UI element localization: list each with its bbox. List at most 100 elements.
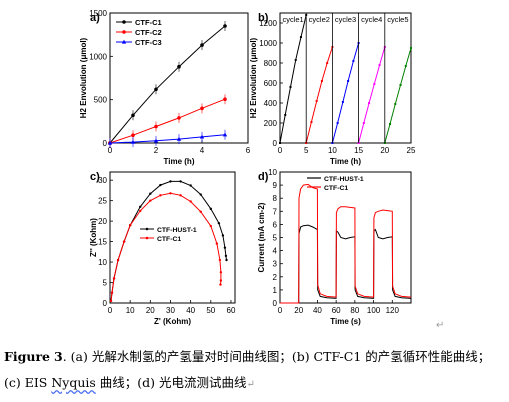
caption-line-1: Figure 3. (a) 光解水制氢的产氢量对时间曲线图；(b) CTF-C1… <box>4 349 504 365</box>
chart-panel-a: a) 0 2 4 6 0 500 1000 1500 Time (h) H2 Envolution … <box>79 9 251 166</box>
y-tick-label: 9 <box>273 181 278 190</box>
y-tick-label: 7 <box>273 207 278 216</box>
data-point <box>299 36 302 38</box>
data-point <box>219 271 223 274</box>
y-tick-label: 0 <box>273 299 278 308</box>
data-point <box>223 97 227 102</box>
data-point <box>177 116 181 120</box>
series-line-cycle1 <box>279 14 307 144</box>
data-point <box>159 183 162 187</box>
chart-panel-d: d) 0 20 40 60 80 100 120 0 1 2 3 4 5 6 7 8 9 10 Time (s) Cur… <box>257 168 412 326</box>
data-point <box>131 113 135 118</box>
y-tick-label: 0 <box>273 139 278 148</box>
legend-label: CTF-HUST-1 <box>157 227 197 234</box>
series-line-ctf-c2 <box>109 98 226 144</box>
x-axis-label: Time (h) <box>164 157 195 166</box>
panel-letter: c) <box>90 171 100 183</box>
data-point <box>153 138 159 143</box>
data-point <box>219 279 223 282</box>
y-axis-label: H2 Envolution (μmol) <box>249 37 258 118</box>
panel-letter: d) <box>258 171 269 183</box>
cycle-label: cycle1 <box>282 15 303 24</box>
data-point <box>154 87 158 92</box>
series-line-ctf-hust-1 <box>280 224 412 304</box>
data-point <box>130 139 136 144</box>
data-point <box>284 114 287 116</box>
data-point <box>128 224 132 227</box>
data-point <box>189 200 192 203</box>
series-line-ctf-c3 <box>109 134 226 144</box>
data-point <box>352 60 355 62</box>
data-point <box>110 291 114 294</box>
x-tick-label: 80 <box>350 306 359 315</box>
y-tick-label: 8 <box>273 194 278 203</box>
y-tick-label: 30 <box>98 176 107 185</box>
paragraph-mark: ↵ <box>436 320 445 331</box>
legend-label: CTF-C1 <box>157 236 181 243</box>
y-tick-label: 6 <box>273 220 278 229</box>
data-point <box>289 86 292 88</box>
series-line-ctf-c1 <box>280 183 412 304</box>
data-point <box>149 199 152 202</box>
caption-text-2: (c) EIS <box>4 375 52 390</box>
plot-frame <box>279 12 412 144</box>
legend-label: CTF-C3 <box>135 38 162 47</box>
panel-letter: b) <box>258 12 269 24</box>
data-point <box>347 80 350 82</box>
x-axis-label: Time (s) <box>330 317 361 326</box>
y-tick-label: 2 <box>273 273 278 282</box>
data-point <box>169 180 172 183</box>
data-point <box>373 83 376 85</box>
data-point <box>209 224 213 228</box>
caption-number: 3 <box>53 349 63 364</box>
data-point <box>154 124 158 129</box>
data-point <box>410 47 412 49</box>
y-tick-label: 0 <box>103 139 108 148</box>
data-point <box>139 209 142 213</box>
y-tick-label: 200 <box>264 119 278 128</box>
x-tick-label: 25 <box>407 146 416 155</box>
data-point <box>200 106 204 111</box>
legend-label: CTF-HUST-1 <box>324 176 364 183</box>
legend-marker <box>145 236 149 240</box>
x-tick-label: 0 <box>278 146 283 155</box>
y-tick-label: 5 <box>273 234 278 243</box>
caption-label: Figure <box>4 349 50 364</box>
data-point <box>341 101 344 103</box>
x-tick-label: 30 <box>166 306 175 315</box>
plot-frame <box>109 171 236 304</box>
x-tick-label: 0 <box>108 306 113 315</box>
data-point <box>217 221 221 225</box>
legend-label: CTF-C1 <box>135 18 162 27</box>
panel-letter: a) <box>90 12 100 24</box>
series-line-ctf-c1 <box>110 192 222 302</box>
data-point <box>219 283 222 286</box>
y-tick-label: 15 <box>98 238 107 247</box>
data-point <box>315 100 318 102</box>
series-line-cycle5 <box>384 47 412 144</box>
y-tick-label: 600 <box>264 79 278 88</box>
legend-marker <box>145 227 149 231</box>
x-tick-label: 15 <box>354 146 363 155</box>
y-tick-label: 20 <box>98 217 107 226</box>
x-tick-label: 20 <box>380 146 389 155</box>
data-point <box>310 121 313 123</box>
y-axis-label: Current (mA cm-2) <box>257 202 266 272</box>
caption-line-2: (c) EIS Nyquis 曲线；(d) 光电流测试曲线↵ <box>4 375 504 393</box>
data-point <box>326 62 329 64</box>
x-tick-label: 0 <box>278 306 283 315</box>
data-point <box>189 184 192 187</box>
data-point <box>394 103 397 105</box>
series-line-cycle3 <box>331 42 360 144</box>
data-point <box>107 140 113 145</box>
data-point <box>169 192 172 195</box>
caption-nyquist: Nyquis <box>51 375 96 390</box>
data-point <box>177 64 181 69</box>
x-tick-label: 60 <box>227 306 236 315</box>
data-point <box>112 277 116 280</box>
data-point <box>199 193 202 196</box>
x-tick-label: 5 <box>304 146 309 155</box>
y-tick-label: 3 <box>273 260 278 269</box>
caption-text-3: 曲线；(d) 光电流测试曲线 <box>95 375 247 390</box>
cycle-label: cycle5 <box>387 15 408 24</box>
